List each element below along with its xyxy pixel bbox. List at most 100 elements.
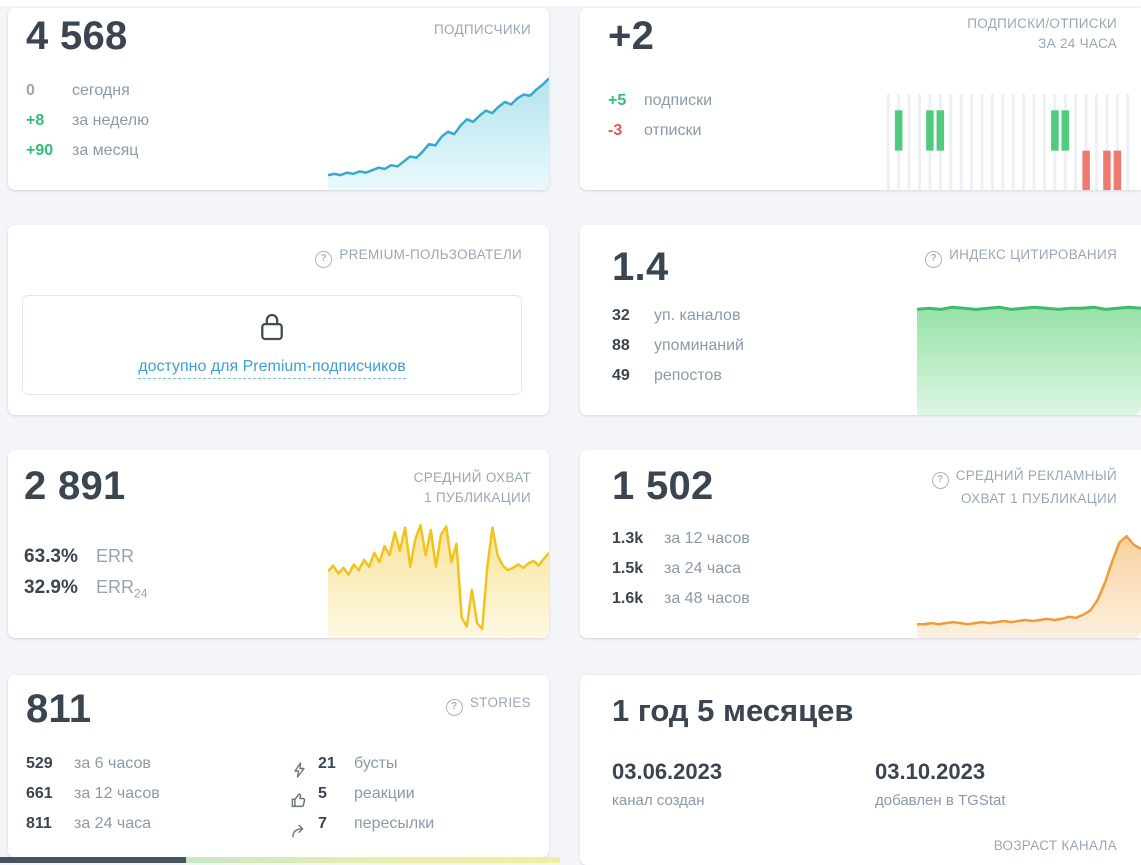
stat-value: 7 [318,815,327,832]
card-subscribers: 4 568 ПОДПИСЧИКИ 0 сегодня +8 за неделю … [8,8,549,190]
stat-row: 811 за 24 часа [26,815,160,845]
ad-reach-stats: 1.3k за 12 часов 1.5k за 24 часа 1.6k за… [612,530,750,620]
card-title-premium: ? PREMIUM-ПОЛЬЗОВАТЕЛИ [315,245,522,268]
stat-value: 88 [612,337,630,354]
citation-index-value: 1.4 [612,245,669,289]
stories-extra-stats: 21 бусты 5 реакции 7 пересылки [291,755,434,845]
err-value: 32.9% [24,577,78,598]
err-stats: 63.3% ERR 32.9% ERR24 [24,546,147,608]
err-value: 63.3% [24,546,78,567]
title-text: STORIES [469,695,531,710]
stat-value: 811 [26,815,52,832]
title-line: 1 ПУБЛИКАЦИИ [424,490,531,506]
subscribers-count: 4 568 [26,14,128,58]
subscribers-stats: 0 сегодня +8 за неделю +90 за месяц [26,82,149,172]
subscribers-chart [328,66,549,190]
err-label: ERR24 [96,577,148,601]
stat-value: +8 [26,112,45,129]
stat-row: 88 упоминаний [612,337,744,367]
title-line: ОХВАТ 1 ПУБЛИКАЦИИ [960,491,1117,506]
stat-label: за 24 часа [74,815,152,832]
title-line: ЗА 24 ЧАСА [1038,36,1117,52]
stat-row: -3 отписки [608,122,712,152]
stat-value: 1.3k [612,530,644,547]
stat-label: за 6 часов [74,755,151,772]
card-avg-reach: 2 891 СРЕДНИЙ ОХВАТ 1 ПУБЛИКАЦИИ 63.3% E… [8,450,549,638]
stat-row: +8 за неделю [26,112,149,142]
card-citation-index: 1.4 ? ИНДЕКС ЦИТИРОВАНИЯ 32 уп. каналов 8… [580,225,1141,415]
premium-upgrade-link[interactable]: доступно для Premium-подписчиков [138,357,406,379]
boost-icon [291,762,318,778]
card-title-subs-unsubs: ПОДПИСКИ/ОТПИСКИ ЗА 24 ЧАСА [967,14,1117,55]
stat-label: репостов [654,367,722,384]
stat-value: 5 [318,785,327,802]
stat-label: за месяц [72,142,139,159]
stat-row: 1.5k за 24 часа [612,560,750,590]
help-icon[interactable]: ? [445,699,463,716]
avg-reach-chart [328,523,549,638]
stories-count: 811 [26,687,92,731]
card-avg-ad-reach: 1 502 ? СРЕДНИЙ РЕКЛАМНЫЙ ОХВАТ 1 ПУБЛИКА… [580,450,1141,638]
stat-row: 49 репостов [612,367,744,397]
err-row: 32.9% ERR24 [24,577,147,608]
title-text: PREMIUM-ПОЛЬЗОВАТЕЛИ [339,247,522,262]
stat-label: бусты [354,755,398,772]
stat-label: за 24 часа [664,560,742,577]
stat-value: -3 [608,122,623,139]
card-title-stories: ? STORIES [445,693,531,716]
stat-row: 5 реакции [291,785,434,815]
card-subs-unsubs-24h: +2 ПОДПИСКИ/ОТПИСКИ ЗА 24 ЧАСА +5 подпис… [580,8,1141,190]
stat-value: 1.6k [612,590,644,607]
citation-chart [917,305,1141,415]
card-channel-age: 1 год 5 месяцев 03.06.2023 канал создан … [580,675,1141,865]
created-date-label: канал создан [612,792,705,809]
subs-unsubs-stats: +5 подписки -3 отписки [608,92,712,152]
stat-row: +5 подписки [608,92,712,122]
stories-stats: 529 за 6 часов 661 за 12 часов 811 за 24… [26,755,160,845]
stat-row: 32 уп. каналов [612,307,744,337]
lock-icon [258,311,286,348]
stat-row: +90 за месяц [26,142,149,172]
help-icon[interactable]: ? [315,251,333,268]
citation-stats: 32 уп. каналов 88 упоминаний 49 репостов [612,307,744,397]
forward-icon [291,823,318,838]
stat-row: 529 за 6 часов [26,755,160,785]
stat-value: 1.5k [612,560,644,577]
created-date-block: 03.06.2023 канал создан [612,759,722,809]
stat-value: 32 [612,307,630,324]
added-date-label: добавлен в TGStat [875,792,1006,809]
stat-label: уп. каналов [654,307,741,324]
card-premium-users: ? PREMIUM-ПОЛЬЗОВАТЕЛИ доступно для Premi… [8,225,549,415]
stat-row: 7 пересылки [291,815,434,845]
added-date-block: 03.10.2023 добавлен в TGStat [875,759,1006,809]
channel-age-value: 1 год 5 месяцев [612,693,854,728]
stat-label: за 12 часов [74,785,160,802]
err-label: ERR [96,546,135,566]
stat-row: 0 сегодня [26,82,149,112]
subs-24h-count: +2 [608,14,655,58]
stat-value: 21 [318,755,336,772]
created-date: 03.06.2023 [612,759,723,784]
stat-value: 49 [612,367,630,384]
stat-row: 1.3k за 12 часов [612,530,750,560]
stat-value: 529 [26,755,53,772]
stat-row: 1.6k за 48 часов [612,590,750,620]
stat-row: 661 за 12 часов [26,785,160,815]
card-title-citation: ? ИНДЕКС ЦИТИРОВАНИЯ [925,245,1117,268]
stat-value: 0 [26,82,35,99]
avg-ad-reach-chart [917,532,1141,638]
added-date: 03.10.2023 [875,759,986,784]
next-card-cropped-dark-strip [0,857,186,863]
stat-value: +5 [608,92,627,109]
help-icon[interactable]: ? [925,251,943,268]
err-row: 63.3% ERR [24,546,147,577]
title-line: СРЕДНИЙ ОХВАТ [413,470,531,485]
stat-label: за 48 часов [664,590,750,607]
card-title-avg-reach: СРЕДНИЙ ОХВАТ 1 ПУБЛИКАЦИИ [414,468,531,509]
stat-label: упоминаний [654,337,744,354]
title-line: ПОДПИСКИ/ОТПИСКИ [967,16,1117,31]
stat-label: сегодня [72,82,130,99]
help-icon[interactable]: ? [931,472,949,489]
stat-label: пересылки [354,815,435,832]
